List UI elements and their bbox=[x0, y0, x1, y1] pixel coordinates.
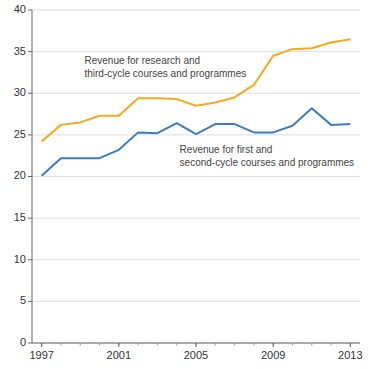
y-tick bbox=[28, 301, 32, 302]
y-tick bbox=[28, 93, 32, 94]
grid-line bbox=[32, 301, 360, 302]
axes: 0 5 10 15 20 25 30 35 40 1997 2001 2005 2009 2013 bbox=[14, 3, 363, 361]
x-tick-label: 2005 bbox=[184, 349, 208, 361]
x-tick-label: 1997 bbox=[29, 349, 53, 361]
x-minor-tick bbox=[234, 343, 235, 346]
series-label-line: Revenue for first and bbox=[180, 144, 273, 155]
x-minor-tick bbox=[253, 343, 254, 346]
series-label: Revenue for research and third-cycle cour… bbox=[84, 55, 246, 79]
y-tick-label: 25 bbox=[14, 128, 26, 140]
y-tick bbox=[28, 10, 32, 11]
series-label-line: second-cycle courses and programmes bbox=[180, 157, 355, 168]
y-tick-label: 30 bbox=[14, 86, 26, 98]
x-tick bbox=[350, 343, 351, 347]
x-minor-tick bbox=[157, 343, 158, 346]
x-minor-tick bbox=[99, 343, 100, 346]
grid-line bbox=[32, 51, 360, 52]
x-minor-tick bbox=[138, 343, 139, 346]
x-tick bbox=[196, 343, 197, 347]
y-tick-label: 35 bbox=[14, 45, 26, 57]
grid-line bbox=[32, 93, 360, 94]
x-minor-tick bbox=[176, 343, 177, 346]
y-tick-label: 10 bbox=[14, 253, 26, 265]
x-minor-tick bbox=[311, 343, 312, 346]
y-tick bbox=[28, 176, 32, 177]
series-label-line: third-cycle courses and programmes bbox=[84, 68, 246, 79]
y-tick-label: 20 bbox=[14, 169, 26, 181]
y-tick bbox=[28, 259, 32, 260]
x-tick bbox=[41, 343, 42, 347]
y-tick bbox=[28, 51, 32, 52]
y-tick-label: 15 bbox=[14, 211, 26, 223]
grid bbox=[32, 10, 360, 343]
grid-line bbox=[32, 10, 360, 11]
x-minor-tick bbox=[292, 343, 293, 346]
lines bbox=[42, 39, 351, 176]
x-tick-label: 2001 bbox=[107, 349, 131, 361]
grid-line bbox=[32, 176, 360, 177]
series-labels: Revenue for research and third-cycle cour… bbox=[84, 55, 354, 168]
x-minor-tick bbox=[331, 343, 332, 346]
chart: 0 5 10 15 20 25 30 35 40 1997 2001 2005 2009 2013 Reve… bbox=[0, 0, 374, 369]
x-tick-label: 2013 bbox=[338, 349, 362, 361]
y-tick bbox=[28, 343, 32, 344]
y-tick bbox=[28, 218, 32, 219]
x-minor-tick bbox=[215, 343, 216, 346]
x-tick bbox=[118, 343, 119, 347]
y-axis-line bbox=[32, 10, 33, 343]
y-tick-label: 0 bbox=[20, 336, 26, 348]
series-label-line: Revenue for research and bbox=[84, 55, 200, 66]
y-tick-label: 5 bbox=[20, 294, 26, 306]
y-tick-label: 40 bbox=[14, 3, 26, 15]
y-tick bbox=[28, 134, 32, 135]
x-tick bbox=[273, 343, 274, 347]
series-label: Revenue for first and second-cycle course… bbox=[180, 144, 355, 168]
grid-line bbox=[32, 259, 360, 260]
series-line bbox=[42, 39, 351, 141]
x-minor-tick bbox=[60, 343, 61, 346]
x-minor-tick bbox=[80, 343, 81, 346]
x-tick-label: 2009 bbox=[261, 349, 285, 361]
grid-line bbox=[32, 218, 360, 219]
